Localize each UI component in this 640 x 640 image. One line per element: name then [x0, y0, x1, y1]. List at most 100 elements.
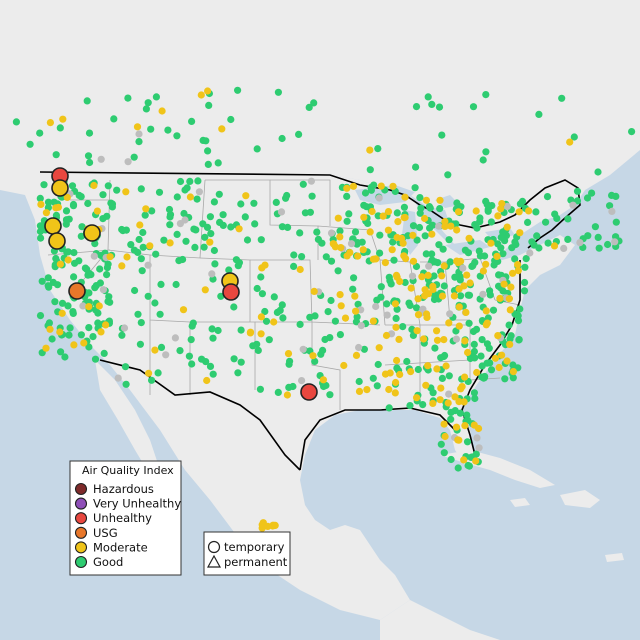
good-site: [278, 134, 286, 143]
moderate-site: [331, 243, 339, 251]
no-data-site: [299, 345, 307, 353]
permanent-label: permanent: [224, 555, 288, 569]
good-site: [411, 184, 419, 192]
good-site: [480, 374, 488, 382]
good-site: [494, 240, 502, 248]
moderate-site: [494, 212, 502, 220]
good-site: [130, 153, 138, 161]
marker-unhealthy-co[interactable]: [222, 283, 240, 301]
good-site: [428, 256, 436, 264]
moderate-site: [473, 368, 481, 377]
good-site: [135, 138, 143, 146]
moderate-site: [204, 87, 212, 95]
moderate-site: [42, 344, 50, 352]
good-site: [522, 255, 530, 263]
good-site: [435, 103, 444, 111]
good-site: [144, 99, 152, 107]
good-site: [376, 249, 384, 257]
good-site: [44, 274, 52, 282]
good-site: [469, 327, 478, 336]
good-site: [135, 235, 143, 244]
good-site: [137, 319, 145, 327]
marker-unhealthy-tx[interactable]: [300, 383, 318, 401]
good-site: [400, 203, 408, 211]
moderate-site: [385, 385, 393, 394]
moderate-site: [423, 310, 431, 318]
good-site: [387, 280, 395, 288]
good-site: [350, 274, 358, 282]
moderate-site: [496, 294, 504, 302]
good-site: [483, 200, 491, 209]
moderate-site: [407, 368, 415, 376]
moderate-site: [503, 223, 511, 231]
moderate-site: [422, 381, 430, 389]
good-site: [594, 233, 602, 241]
highlight-markers[interactable]: [44, 167, 318, 401]
good-site: [155, 188, 164, 196]
good-site: [186, 177, 194, 185]
moderate-site: [37, 200, 45, 208]
moderate-site: [566, 138, 574, 146]
temporary-label: temporary: [224, 540, 285, 554]
good-site: [436, 205, 444, 213]
good-site: [393, 364, 401, 372]
moderate-site: [494, 332, 502, 340]
good-site: [591, 223, 600, 231]
marker-usg-ca[interactable]: [68, 282, 86, 300]
good-site: [45, 283, 53, 291]
good-site: [468, 262, 476, 270]
no-data-site: [120, 324, 129, 332]
good-site: [64, 248, 72, 256]
moderate-site: [516, 229, 524, 237]
no-data-site: [611, 238, 619, 246]
moderate-site: [514, 261, 522, 269]
good-site: [249, 342, 257, 350]
good-site: [121, 363, 130, 371]
good-site: [205, 101, 213, 109]
good-site: [138, 267, 146, 275]
marker-moderate-or-3[interactable]: [83, 224, 101, 242]
moderate-site: [341, 314, 350, 322]
good-site: [343, 217, 351, 225]
good-site: [176, 347, 184, 355]
moderate-site: [440, 336, 448, 344]
moderate-site: [354, 252, 362, 260]
moderate-site: [455, 436, 463, 444]
moderate-site: [402, 255, 410, 263]
marker-moderate-or-1[interactable]: [44, 217, 62, 235]
good-site: [345, 210, 353, 218]
legend-label-usg: USG: [93, 526, 118, 540]
good-site: [219, 211, 227, 219]
moderate-site: [395, 335, 403, 343]
moderate-site: [389, 182, 397, 190]
moderate-site: [359, 246, 367, 254]
moderate-site: [420, 335, 428, 343]
good-site: [515, 336, 523, 344]
moderate-site: [463, 271, 471, 279]
legend-swatch-very-unhealthy: [74, 497, 88, 510]
moderate-site: [421, 286, 429, 294]
marker-moderate-or-2[interactable]: [48, 232, 66, 250]
good-site: [206, 362, 215, 370]
good-site: [256, 385, 264, 393]
moderate-site: [351, 292, 359, 300]
moderate-site: [391, 389, 399, 397]
moderate-site: [379, 212, 387, 220]
moderate-site: [495, 363, 503, 372]
moderate-site: [424, 271, 432, 279]
good-site: [188, 360, 196, 368]
moderate-site: [464, 348, 472, 357]
good-site: [482, 91, 490, 99]
moderate-site: [258, 264, 266, 272]
no-data-site: [90, 252, 98, 260]
moderate-site: [487, 239, 495, 247]
good-site: [147, 125, 155, 133]
marker-moderate-wa[interactable]: [51, 179, 69, 197]
no-data-site: [171, 334, 179, 342]
no-data-site: [298, 377, 306, 385]
legend-label-hazardous: Hazardous: [93, 482, 154, 496]
good-site: [296, 320, 304, 328]
good-site: [521, 278, 529, 287]
good-site: [558, 94, 566, 102]
